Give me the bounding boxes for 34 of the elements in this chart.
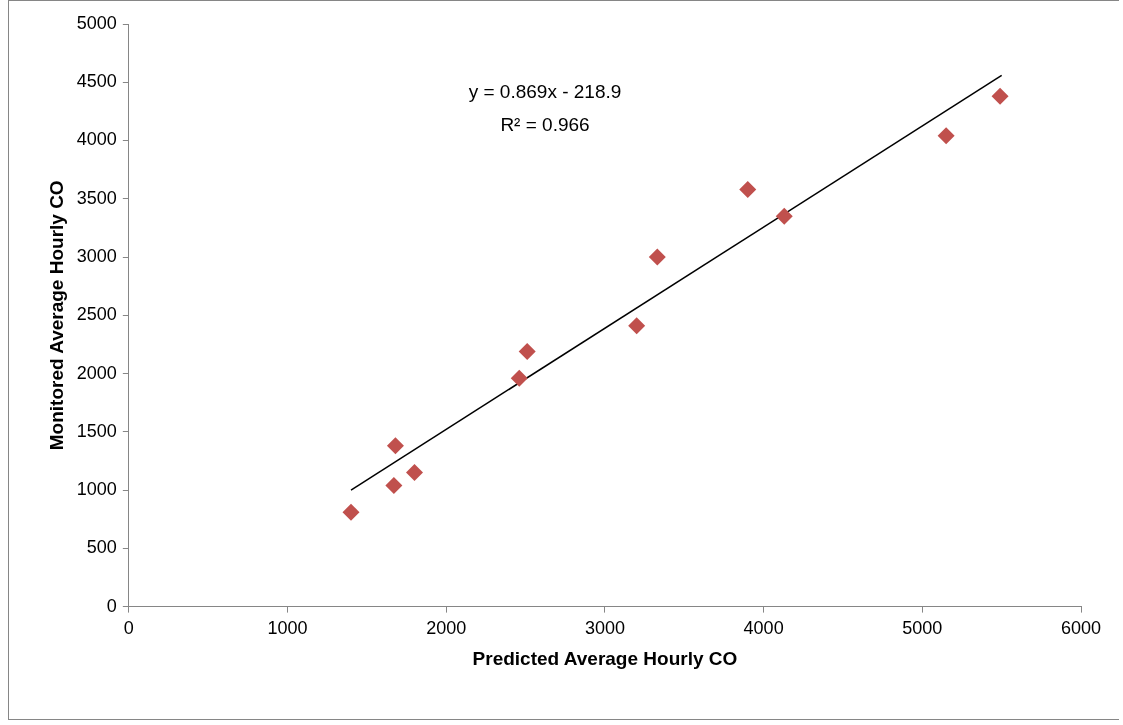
y-tick-label: 3500 xyxy=(76,187,117,208)
annotation: R² = 0.966 xyxy=(500,114,590,136)
point xyxy=(648,248,666,266)
point xyxy=(628,317,646,335)
y-tick-label: 4500 xyxy=(76,71,117,92)
x-tick-label: 6000 xyxy=(1060,618,1102,639)
x-tick-label: 1000 xyxy=(267,618,308,639)
y-tick-label: 0 xyxy=(106,595,117,616)
x-tick-label: 3000 xyxy=(584,618,625,639)
y-tick-label: 2500 xyxy=(76,304,117,325)
y-axis-title: Monitored Average Hourly CO xyxy=(45,180,67,451)
point xyxy=(342,503,360,521)
point xyxy=(991,87,1009,105)
y-tick-label: 5000 xyxy=(76,12,117,33)
x-axis-title: Predicted Average Hourly CO xyxy=(472,647,738,669)
point xyxy=(518,342,536,360)
point xyxy=(386,437,404,455)
x-tick-label: 0 xyxy=(123,618,134,639)
point xyxy=(405,464,423,482)
x-tick-label: 4000 xyxy=(743,618,784,639)
point xyxy=(510,369,528,387)
point xyxy=(775,207,793,225)
x-tick-label: 2000 xyxy=(426,618,467,639)
y-tick-label: 1500 xyxy=(76,420,117,441)
annotation: y = 0.869x - 218.9 xyxy=(468,81,622,103)
y-tick-label: 1000 xyxy=(76,479,117,500)
point xyxy=(739,180,757,198)
point xyxy=(385,476,403,494)
x-tick-label: 5000 xyxy=(902,618,943,639)
y-tick-label: 500 xyxy=(86,537,117,558)
y-tick-label: 3000 xyxy=(76,246,117,267)
y-tick-label: 4000 xyxy=(76,129,117,150)
y-tick-label: 2000 xyxy=(76,362,117,383)
point xyxy=(937,127,955,145)
